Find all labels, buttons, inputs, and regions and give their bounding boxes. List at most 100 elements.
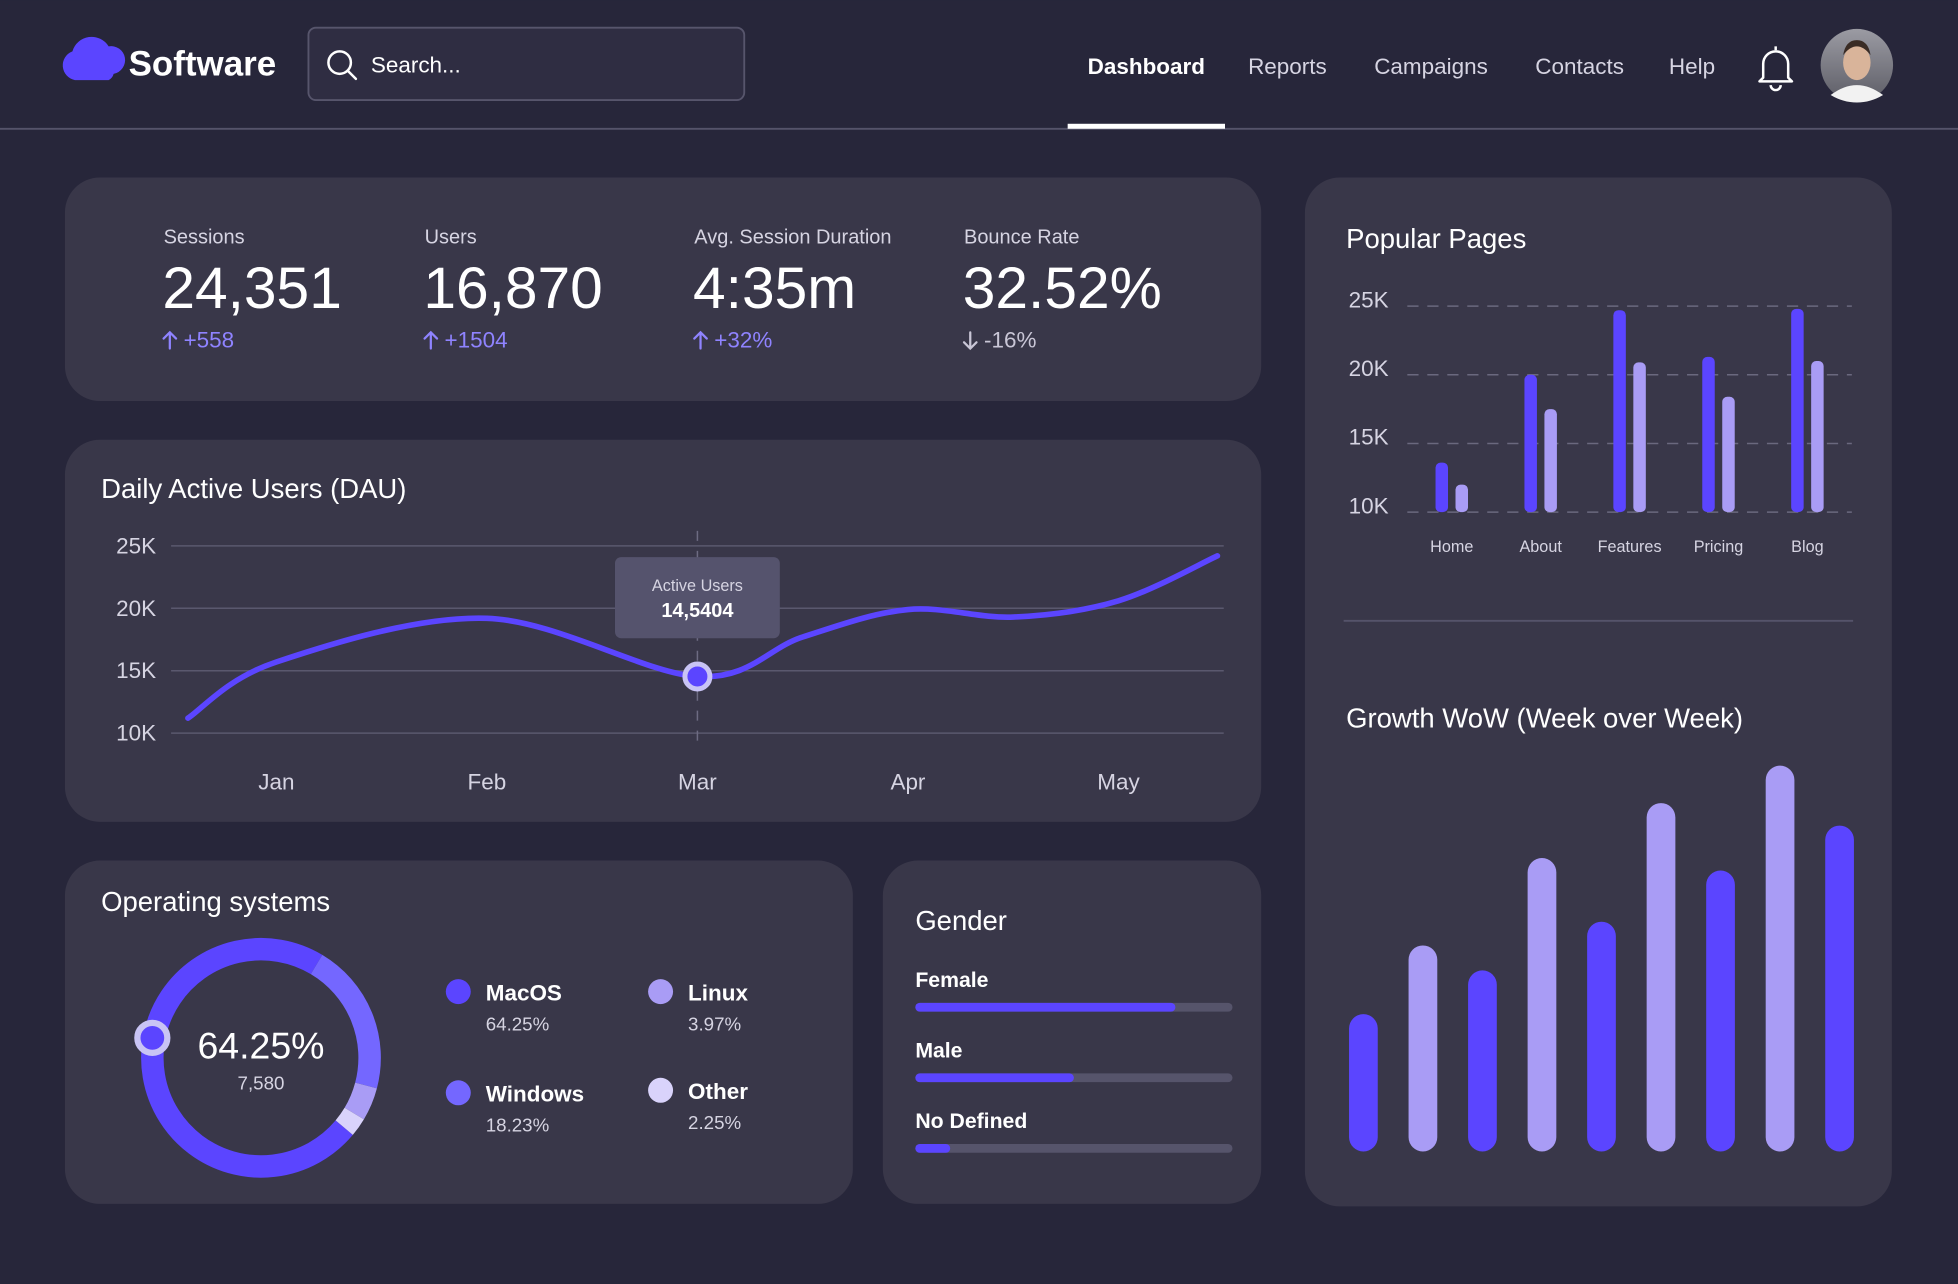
- x-tick-label: Features: [1598, 538, 1662, 556]
- progress-bar: [915, 1073, 1074, 1083]
- nav-item[interactable]: Dashboard: [1088, 54, 1205, 79]
- bar: [1435, 462, 1449, 513]
- bar: [1587, 921, 1616, 1152]
- legend-name: Windows: [486, 1082, 584, 1107]
- bar: [1811, 361, 1824, 513]
- stat-change-arrow: [693, 330, 708, 350]
- stats-card: [64, 177, 1262, 401]
- dau-point: [682, 661, 713, 692]
- header: Software Search... Dashboard Reports Campa…: [0, 26, 1958, 130]
- nav-active-indicator: [1067, 123, 1225, 129]
- search-field[interactable]: [307, 26, 746, 101]
- gender-label: Female: [915, 969, 988, 992]
- stat-change-arrow: [423, 330, 439, 350]
- search-icon: [327, 50, 353, 76]
- progress-track: [915, 1143, 1233, 1153]
- search-placeholder: Search...: [371, 53, 461, 78]
- bar: [1722, 396, 1735, 513]
- gender-card: [882, 860, 1262, 1204]
- avatar[interactable]: [1820, 28, 1894, 103]
- x-tick-label: Mar: [678, 769, 717, 794]
- donut-segment: [310, 954, 381, 1089]
- right-card: [1304, 177, 1892, 1207]
- stat-change: +1504: [445, 327, 508, 352]
- nav-item[interactable]: Reports: [1248, 54, 1327, 79]
- y-tick-label: 10K: [116, 721, 156, 746]
- stat-change-arrow: [962, 331, 978, 351]
- tooltip-value: 14,5404: [661, 600, 733, 622]
- legend-name: MacOS: [486, 980, 562, 1005]
- legend-name: Linux: [688, 980, 748, 1005]
- x-tick-label: Home: [1430, 538, 1473, 556]
- avatar-shirt: [1830, 85, 1884, 103]
- x-tick-label: About: [1519, 538, 1562, 556]
- stat-value: 16,870: [423, 256, 603, 321]
- bar: [1408, 945, 1438, 1152]
- donut-segment: [141, 937, 353, 1178]
- progress-bar: [915, 1002, 1176, 1012]
- legend-name: Other: [688, 1079, 748, 1104]
- stat-label: Users: [425, 226, 477, 248]
- y-tick-label: 25K: [116, 533, 156, 558]
- legend-value: 2.25%: [688, 1112, 741, 1133]
- donut-marker: [134, 1019, 171, 1056]
- bell-icon[interactable]: [1758, 50, 1794, 92]
- brand-logo: [62, 36, 126, 81]
- bar: [1791, 308, 1804, 513]
- y-tick-label: 25K: [1349, 287, 1389, 312]
- stat-change: +32%: [714, 327, 772, 352]
- nav-item[interactable]: Help: [1669, 54, 1715, 79]
- avatar-hair: [1843, 40, 1871, 56]
- bar: [1613, 310, 1626, 513]
- stat-label: Sessions: [164, 226, 245, 248]
- tooltip-label: Active Users: [652, 577, 743, 595]
- y-tick-label: 15K: [116, 658, 156, 683]
- search-box[interactable]: Search...: [307, 26, 746, 101]
- nav-item[interactable]: Campaigns: [1374, 54, 1488, 79]
- bar: [1825, 825, 1854, 1152]
- bar: [1349, 1014, 1378, 1152]
- y-tick-label: 15K: [1349, 425, 1389, 450]
- dau-title: Daily Active Users (DAU): [101, 473, 406, 504]
- notifications-button[interactable]: [1758, 46, 1794, 92]
- x-tick-label: Blog: [1791, 538, 1823, 556]
- stat-change-arrow: [162, 330, 178, 350]
- bar: [1702, 356, 1715, 513]
- bar: [1633, 362, 1646, 513]
- bar: [1544, 409, 1557, 513]
- stat-value: 24,351: [162, 256, 342, 321]
- x-tick-label: Feb: [468, 769, 507, 794]
- bar: [1646, 803, 1676, 1152]
- avatar-face: [1843, 45, 1871, 81]
- bar: [1468, 970, 1497, 1152]
- gender-label: Male: [915, 1039, 962, 1062]
- growth-title: Growth WoW (Week over Week): [1346, 703, 1743, 734]
- legend-value: 3.97%: [688, 1014, 741, 1035]
- x-tick-label: Jan: [258, 769, 294, 794]
- gender-title: Gender: [915, 905, 1007, 936]
- stat-label: Bounce Rate: [964, 226, 1079, 248]
- bar: [1765, 765, 1795, 1152]
- donut-segment: [344, 1082, 377, 1120]
- gender-label: No Defined: [915, 1110, 1027, 1133]
- y-tick-label: 10K: [1349, 493, 1389, 518]
- donut-center-sublabel: 7,580: [238, 1072, 285, 1093]
- search-icon-handle: [347, 70, 358, 81]
- legend-swatch: [445, 1080, 471, 1106]
- stat-label: Avg. Session Duration: [694, 226, 891, 248]
- brand-name: Software: [129, 44, 277, 83]
- stat-value: 4:35m: [693, 256, 856, 321]
- nav-item[interactable]: Contacts: [1535, 54, 1624, 79]
- y-tick-label: 20K: [116, 596, 156, 621]
- legend-value: 18.23%: [486, 1115, 549, 1136]
- donut-segment: [335, 1107, 364, 1135]
- legend-swatch: [648, 1077, 674, 1103]
- bar: [1524, 374, 1537, 513]
- progress-bar: [915, 1143, 951, 1153]
- nav: Dashboard Reports Campaigns Contacts Help: [1067, 54, 1715, 129]
- stat-change: +558: [184, 327, 235, 352]
- y-tick-label: 20K: [1349, 356, 1389, 381]
- bar: [1706, 870, 1735, 1152]
- dau-line: [185, 553, 1221, 721]
